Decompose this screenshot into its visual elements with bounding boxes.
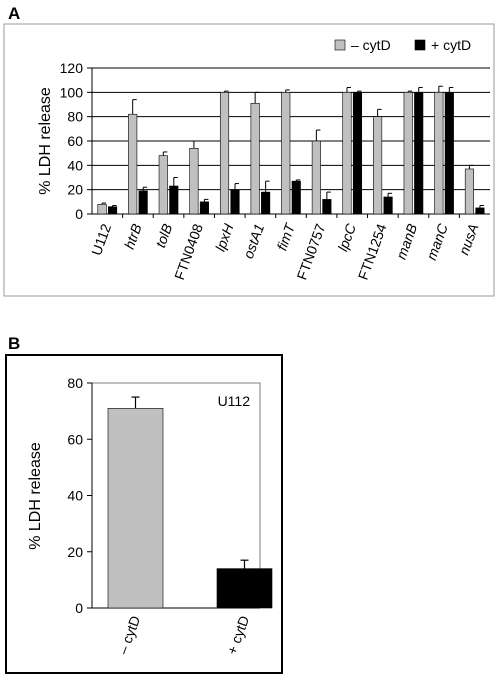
bar-minus-cytd bbox=[373, 116, 383, 215]
bar-minus-cytd bbox=[189, 148, 199, 215]
bar-b-1 bbox=[216, 568, 273, 609]
bar-plus-cytd bbox=[352, 92, 363, 215]
bar-minus-cytd bbox=[97, 203, 107, 215]
bar-plus-cytd bbox=[444, 92, 454, 215]
y-tick-label-a: 120 bbox=[60, 60, 84, 76]
bar-minus-cytd bbox=[250, 102, 260, 215]
y-tick-label-b: 60 bbox=[67, 431, 83, 447]
y-tick-label-b: 80 bbox=[67, 375, 83, 391]
y-tick-label-a: 60 bbox=[67, 133, 83, 149]
bar-minus-cytd bbox=[158, 155, 168, 215]
y-tick-label-a: 40 bbox=[67, 157, 83, 173]
bar-minus-cytd bbox=[128, 113, 138, 215]
y-tick-label-b: 0 bbox=[75, 600, 83, 616]
bar-plus-cytd bbox=[291, 180, 301, 215]
bar-plus-cytd bbox=[475, 207, 485, 215]
legend-label-a: + cytD bbox=[431, 37, 471, 53]
bar-minus-cytd bbox=[434, 92, 444, 215]
y-tick-label-b: 40 bbox=[67, 488, 83, 504]
legend-label-a: – cytD bbox=[351, 37, 391, 53]
bar-minus-cytd bbox=[342, 92, 352, 215]
annotation-u112: U112 bbox=[218, 393, 251, 409]
bar-plus-cytd bbox=[108, 206, 118, 215]
legend-swatch-a bbox=[334, 39, 346, 51]
y-tick-label-a: 80 bbox=[67, 109, 83, 125]
bar-minus-cytd bbox=[403, 92, 413, 215]
y-tick-label-a: 20 bbox=[67, 182, 83, 198]
bar-b-0 bbox=[107, 408, 164, 609]
bar-minus-cytd bbox=[219, 92, 230, 215]
y-axis-label-b: % LDH release bbox=[27, 442, 44, 550]
y-tick-label-a: 0 bbox=[75, 206, 83, 222]
bar-plus-cytd bbox=[261, 191, 271, 215]
panel-a-label: A bbox=[8, 4, 21, 23]
bar-plus-cytd bbox=[414, 92, 424, 215]
bar-plus-cytd bbox=[138, 190, 148, 215]
y-axis-label-a: % LDH release bbox=[37, 87, 54, 195]
bar-minus-cytd bbox=[464, 168, 474, 215]
bar-plus-cytd bbox=[322, 199, 332, 215]
bar-minus-cytd bbox=[281, 92, 291, 215]
y-tick-label-a: 100 bbox=[60, 84, 84, 100]
bar-plus-cytd bbox=[169, 185, 179, 215]
bar-plus-cytd bbox=[383, 196, 393, 215]
y-tick-label-b: 20 bbox=[67, 544, 83, 560]
legend-swatch-a bbox=[414, 39, 426, 51]
bar-minus-cytd bbox=[311, 140, 321, 215]
bar-plus-cytd bbox=[199, 201, 209, 215]
x-category-label-a: tolB bbox=[152, 222, 175, 250]
panel-b-label: B bbox=[8, 334, 21, 353]
bar-plus-cytd bbox=[230, 189, 240, 215]
